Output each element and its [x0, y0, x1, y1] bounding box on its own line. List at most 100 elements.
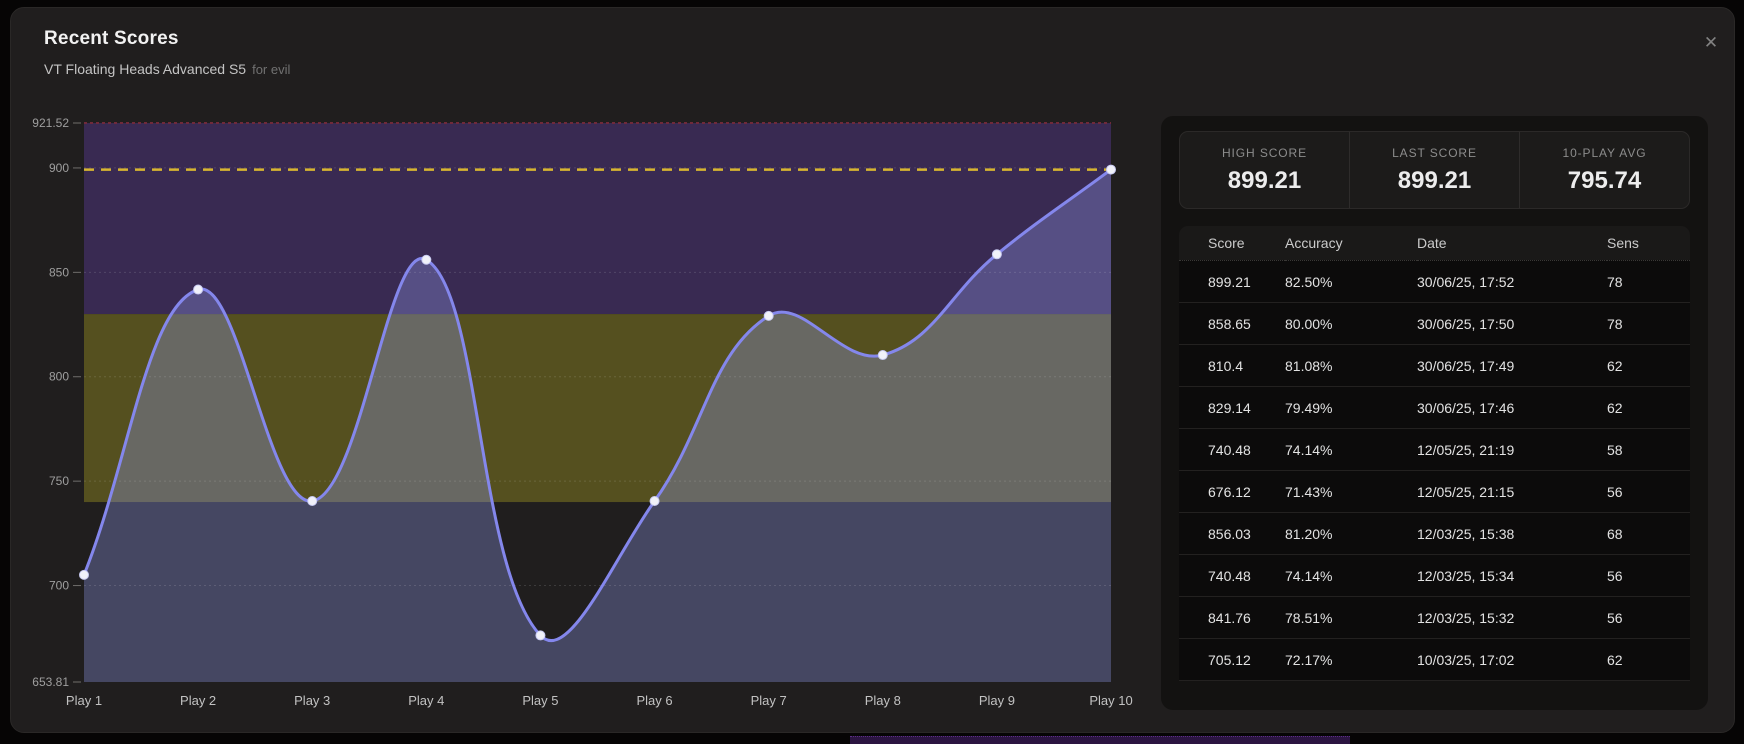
table-row: 740.48 74.14% 12/05/25, 21:19 58: [1179, 428, 1690, 471]
cell-sens: 68: [1607, 512, 1690, 555]
cell-sens: 62: [1607, 344, 1690, 387]
x-axis-label: Play 2: [180, 693, 216, 708]
cell-accuracy: 74.14%: [1285, 554, 1417, 597]
close-icon[interactable]: ✕: [1699, 31, 1723, 55]
stat-value: 795.74: [1567, 166, 1642, 194]
column-header-accuracy: Accuracy: [1285, 226, 1417, 261]
data-point: [877, 350, 888, 361]
cell-score: 841.76: [1179, 596, 1285, 639]
table-row: 740.48 74.14% 12/03/25, 15:34 56: [1179, 554, 1690, 597]
scenario-name: VT Floating Heads Advanced S5: [44, 61, 247, 77]
cell-sens: 62: [1607, 386, 1690, 429]
y-axis-tick-label: 700: [49, 579, 69, 593]
cell-score: 858.65: [1179, 302, 1285, 345]
upper-rank-band: [84, 123, 1111, 315]
score-line: [82, 168, 1113, 643]
x-axis-label: Play 9: [979, 693, 1015, 708]
table-row: 829.14 79.49% 30/06/25, 17:46 62: [1179, 386, 1690, 429]
x-axis-label: Play 10: [1089, 693, 1132, 708]
cell-accuracy: 82.50%: [1285, 260, 1417, 303]
cell-date: 12/05/25, 21:19: [1417, 428, 1607, 471]
cell-date: 30/06/25, 17:50: [1417, 302, 1607, 345]
data-point: [421, 254, 432, 265]
cell-accuracy: 81.08%: [1285, 344, 1417, 387]
cell-accuracy: 78.51%: [1285, 596, 1417, 639]
cell-date: 30/06/25, 17:46: [1417, 386, 1607, 429]
score-history-table: Score Accuracy Date Sens 899.21 82.50% 30/…: [1179, 226, 1690, 681]
cell-date: 30/06/25, 17:52: [1417, 260, 1607, 303]
data-point: [763, 310, 774, 321]
x-axis-label: Play 5: [522, 693, 558, 708]
y-axis-tick-label: 850: [49, 265, 69, 279]
scenario-owner: for evil: [252, 62, 291, 77]
table-row: 856.03 81.20% 12/03/25, 15:38 68: [1179, 512, 1690, 555]
cell-date: 12/05/25, 21:15: [1417, 470, 1607, 513]
cell-sens: 62: [1607, 638, 1690, 681]
stat-value: 899.21: [1397, 166, 1472, 194]
cell-sens: 56: [1607, 596, 1690, 639]
table-row: 899.21 82.50% 30/06/25, 17:52 78: [1179, 260, 1690, 303]
cell-sens: 56: [1607, 470, 1690, 513]
column-header-sens: Sens: [1607, 226, 1690, 261]
stat-label: LAST SCORE: [1392, 145, 1477, 160]
data-point: [1106, 164, 1116, 175]
column-header-date: Date: [1417, 226, 1607, 261]
table-header-row: Score Accuracy Date Sens: [1179, 226, 1690, 261]
data-point: [535, 630, 546, 641]
stat-last-score: LAST SCORE 899.21: [1349, 132, 1519, 208]
cell-sens: 58: [1607, 428, 1690, 471]
cell-sens: 78: [1607, 302, 1690, 345]
scenario-subtitle: VT Floating Heads Advanced S5 for evil: [44, 61, 290, 77]
x-axis-label: Play 3: [294, 693, 330, 708]
cell-date: 12/03/25, 15:38: [1417, 512, 1607, 555]
cell-date: 12/03/25, 15:34: [1417, 554, 1607, 597]
cell-date: 10/03/25, 17:02: [1417, 638, 1607, 681]
mid-rank-band: [84, 314, 1111, 503]
cell-score: 899.21: [1179, 260, 1285, 303]
cell-date: 12/03/25, 15:32: [1417, 596, 1607, 639]
data-point: [307, 496, 318, 507]
y-axis-tick-label: 800: [49, 370, 69, 384]
background-element-strip: [850, 736, 1350, 744]
x-axis-label: Play 6: [636, 693, 672, 708]
cell-accuracy: 72.17%: [1285, 638, 1417, 681]
cell-score: 740.48: [1179, 554, 1285, 597]
stat-high-score: HIGH SCORE 899.21: [1180, 132, 1349, 208]
stat-label: 10-PLAY AVG: [1562, 145, 1647, 160]
table-row: 676.12 71.43% 12/05/25, 21:15 56: [1179, 470, 1690, 513]
table-row: 705.12 72.17% 10/03/25, 17:02 62: [1179, 638, 1690, 681]
cell-accuracy: 79.49%: [1285, 386, 1417, 429]
table-row: 810.4 81.08% 30/06/25, 17:49 62: [1179, 344, 1690, 387]
x-axis-label: Play 8: [865, 693, 901, 708]
cell-score: 740.48: [1179, 428, 1285, 471]
column-header-score: Score: [1179, 226, 1285, 261]
recent-scores-modal: Recent Scores VT Floating Heads Advanced…: [10, 7, 1735, 733]
cell-score: 676.12: [1179, 470, 1285, 513]
y-axis-tick-label: 921.52: [32, 116, 69, 130]
cell-sens: 78: [1607, 260, 1690, 303]
data-point: [79, 569, 89, 580]
x-axis-label: Play 1: [66, 693, 102, 708]
cell-score: 829.14: [1179, 386, 1285, 429]
cell-accuracy: 81.20%: [1285, 512, 1417, 555]
stat-10-play-avg: 10-PLAY AVG 795.74: [1519, 132, 1689, 208]
data-point: [649, 496, 660, 507]
cell-accuracy: 71.43%: [1285, 470, 1417, 513]
stat-value: 899.21: [1227, 166, 1302, 194]
cell-score: 856.03: [1179, 512, 1285, 555]
x-axis-label: Play 4: [408, 693, 444, 708]
x-axis-label: Play 7: [751, 693, 787, 708]
score-area-fill: [84, 169, 1111, 682]
cell-score: 705.12: [1179, 638, 1285, 681]
table-row: 841.76 78.51% 12/03/25, 15:32 56: [1179, 596, 1690, 639]
cell-sens: 56: [1607, 554, 1690, 597]
y-axis-tick-label: 653.81: [32, 675, 69, 689]
stat-label: HIGH SCORE: [1221, 145, 1307, 160]
cell-accuracy: 74.14%: [1285, 428, 1417, 471]
table-row: 858.65 80.00% 30/06/25, 17:50 78: [1179, 302, 1690, 345]
data-point: [193, 284, 204, 295]
score-history-chart: 921.52 900 850 800 750 700 653.81 Play 1 Play 2 P…: [32, 116, 1132, 708]
y-axis-tick-label: 900: [49, 161, 69, 175]
cell-score: 810.4: [1179, 344, 1285, 387]
stats-summary: HIGH SCORE 899.21 LAST SCORE 899.21 10-P…: [1179, 131, 1690, 209]
